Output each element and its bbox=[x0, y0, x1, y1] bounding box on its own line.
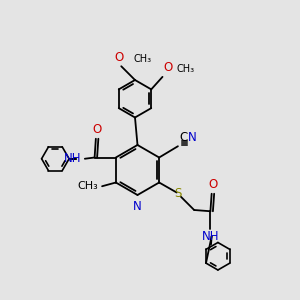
Text: N: N bbox=[188, 131, 196, 144]
Text: O: O bbox=[92, 123, 102, 136]
Text: NH: NH bbox=[202, 230, 219, 244]
Text: O: O bbox=[164, 61, 173, 74]
Text: O: O bbox=[115, 51, 124, 64]
Text: S: S bbox=[174, 187, 182, 200]
Text: NH: NH bbox=[64, 152, 82, 165]
Text: CH₃: CH₃ bbox=[176, 64, 194, 74]
Text: C: C bbox=[179, 131, 188, 144]
Text: O: O bbox=[208, 178, 218, 191]
Text: CH₃: CH₃ bbox=[78, 181, 98, 191]
Text: CH₃: CH₃ bbox=[133, 54, 151, 64]
Text: N: N bbox=[133, 200, 142, 212]
